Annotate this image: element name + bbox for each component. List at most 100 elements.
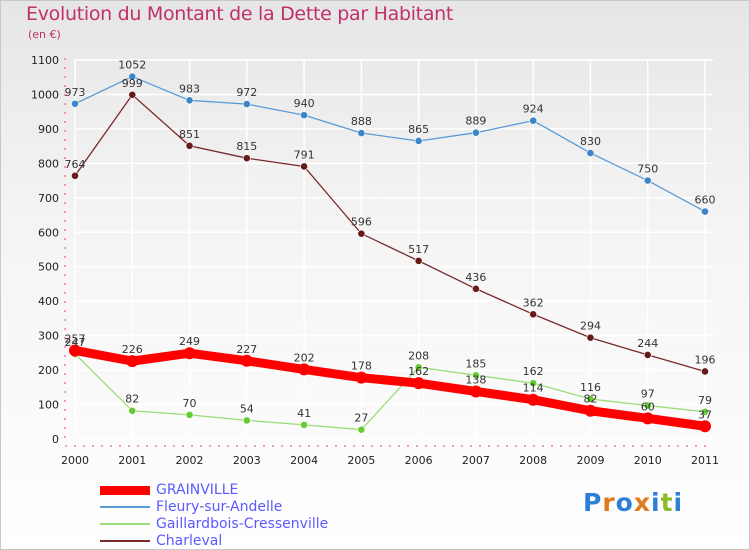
data-label-gaillardbois-cressenville-2004: 41 xyxy=(297,407,311,420)
point-gaillardbois-cressenville-2011 xyxy=(701,407,709,416)
legend-swatch-gaillardbois-cressenville xyxy=(100,523,150,525)
y-tick-label-700: 700 xyxy=(38,192,59,205)
data-label-grainville-2010: 60 xyxy=(641,400,655,413)
series-line-grainville xyxy=(70,345,710,431)
data-labels: 973 1052 983 972 940 888 865 889 924 830 750 660 247… xyxy=(65,59,716,425)
data-label-gaillardbois-cressenville-2000: 247 xyxy=(65,336,86,349)
y-tick-label-400: 400 xyxy=(38,295,59,308)
point-fleury-sur-andelle-2011 xyxy=(701,207,709,216)
point-fleury-sur-andelle-2010 xyxy=(643,176,652,185)
point-gaillardbois-cressenville-2005 xyxy=(357,425,366,434)
legend-swatch-grainville xyxy=(100,486,150,495)
data-label-grainville-2008: 114 xyxy=(523,382,544,395)
point-grainville-2009 xyxy=(584,404,597,417)
y-tick-label-900: 900 xyxy=(38,123,59,136)
point-gaillardbois-cressenville-2001 xyxy=(128,406,137,415)
point-fleury-sur-andelle-2001 xyxy=(128,72,137,81)
point-charleval-2007 xyxy=(472,284,480,293)
data-label-fleury-sur-andelle-2001: 1052 xyxy=(118,59,146,72)
data-label-grainville-2001: 226 xyxy=(122,343,143,356)
data-label-grainville-2011: 37 xyxy=(698,408,712,421)
chart-subtitle: (en €) xyxy=(28,28,61,41)
data-label-grainville-2006: 162 xyxy=(408,365,429,378)
point-charleval-2006 xyxy=(414,256,423,265)
point-grainville-2001 xyxy=(126,355,139,368)
point-charleval-2001 xyxy=(128,90,137,99)
data-label-charleval-2007: 436 xyxy=(465,271,486,284)
point-grainville-2007 xyxy=(469,385,482,398)
data-label-charleval-2008: 362 xyxy=(523,296,544,309)
y-tick-label-200: 200 xyxy=(38,364,59,377)
chart-title: Evolution du Montant de la Dette par Hab… xyxy=(26,3,454,25)
point-gaillardbois-cressenville-2008 xyxy=(529,379,538,388)
data-label-fleury-sur-andelle-2006: 865 xyxy=(408,123,429,136)
logo-letter: i xyxy=(651,488,661,517)
y-tick-label-300: 300 xyxy=(38,330,59,343)
point-charleval-2004 xyxy=(300,162,308,171)
axes: 0 100 200 300 400 500 600 700 800 900 1000 1100 2000… xyxy=(31,54,719,467)
data-label-fleury-sur-andelle-2005: 888 xyxy=(351,115,372,128)
point-charleval-2005 xyxy=(357,229,366,238)
data-label-gaillardbois-cressenville-2006: 208 xyxy=(408,349,429,362)
point-grainville-2010 xyxy=(641,412,654,425)
data-label-charleval-2011: 196 xyxy=(695,353,716,366)
point-fleury-sur-andelle-2005 xyxy=(357,129,366,137)
series-group xyxy=(69,72,711,434)
legend-label-grainville: GRAINVILLE xyxy=(156,482,239,498)
data-label-charleval-2003: 815 xyxy=(236,140,257,153)
data-label-gaillardbois-cressenville-2002: 70 xyxy=(183,397,197,410)
legend-swatch-fleury-sur-andelle xyxy=(100,506,150,508)
x-tick-label-2008: 2008 xyxy=(519,454,547,467)
y-tick-label-0: 0 xyxy=(52,433,59,446)
x-tick-label-2005: 2005 xyxy=(347,454,375,467)
data-label-grainville-2002: 249 xyxy=(179,335,200,348)
series-line-gaillardbois-cressenville xyxy=(74,353,706,431)
logo-letter: r xyxy=(602,488,616,517)
x-tick-label-2009: 2009 xyxy=(576,454,604,467)
legend-label-fleury-sur-andelle: Fleury-sur-Andelle xyxy=(156,499,283,515)
series-fleury-sur-andelle xyxy=(71,72,709,216)
point-grainville-2002 xyxy=(183,347,196,360)
proxiti-logo: Proxiti xyxy=(583,488,683,517)
point-gaillardbois-cressenville-2007 xyxy=(472,371,480,380)
series-line-charleval xyxy=(74,93,706,373)
x-tick-label-2010: 2010 xyxy=(634,454,662,467)
point-charleval-2010 xyxy=(643,351,652,359)
data-label-fleury-sur-andelle-2004: 940 xyxy=(294,97,315,110)
point-fleury-sur-andelle-2003 xyxy=(242,100,251,109)
series-line-fleury-sur-andelle xyxy=(74,75,706,213)
point-gaillardbois-cressenville-2003 xyxy=(242,416,251,425)
point-gaillardbois-cressenville-2009 xyxy=(586,395,595,403)
point-grainville-2008 xyxy=(527,393,540,406)
x-tick-label-2003: 2003 xyxy=(233,454,261,467)
y-tick-label-600: 600 xyxy=(38,226,59,239)
point-fleury-sur-andelle-2009 xyxy=(586,149,595,157)
data-label-grainville-2004: 202 xyxy=(294,351,315,364)
grid xyxy=(74,59,713,440)
data-label-fleury-sur-andelle-2007: 889 xyxy=(465,115,486,128)
y-tick-label-800: 800 xyxy=(38,157,59,170)
point-gaillardbois-cressenville-2004 xyxy=(300,420,308,429)
data-label-gaillardbois-cressenville-2003: 54 xyxy=(240,402,254,415)
point-fleury-sur-andelle-2006 xyxy=(414,137,423,145)
data-label-fleury-sur-andelle-2010: 750 xyxy=(637,163,658,176)
point-fleury-sur-andelle-2008 xyxy=(529,116,538,125)
point-fleury-sur-andelle-2002 xyxy=(185,96,194,105)
data-label-gaillardbois-cressenville-2011: 79 xyxy=(698,394,712,407)
point-grainville-2006 xyxy=(412,377,425,390)
data-label-charleval-2006: 517 xyxy=(408,243,429,256)
data-label-fleury-sur-andelle-2000: 973 xyxy=(65,86,86,99)
point-charleval-2002 xyxy=(185,141,194,150)
x-tick-label-2007: 2007 xyxy=(462,454,490,467)
data-label-fleury-sur-andelle-2008: 924 xyxy=(523,103,544,116)
data-label-fleury-sur-andelle-2003: 972 xyxy=(236,86,257,99)
data-label-grainville-2007: 138 xyxy=(465,373,486,386)
legend-label-charleval: Charleval xyxy=(156,533,223,549)
logo-letter: o xyxy=(615,488,634,517)
data-label-charleval-2000: 764 xyxy=(65,158,86,171)
point-grainville-2000 xyxy=(69,344,81,357)
point-charleval-2003 xyxy=(242,154,251,163)
data-label-charleval-2005: 596 xyxy=(351,216,372,229)
point-charleval-2000 xyxy=(71,171,79,180)
